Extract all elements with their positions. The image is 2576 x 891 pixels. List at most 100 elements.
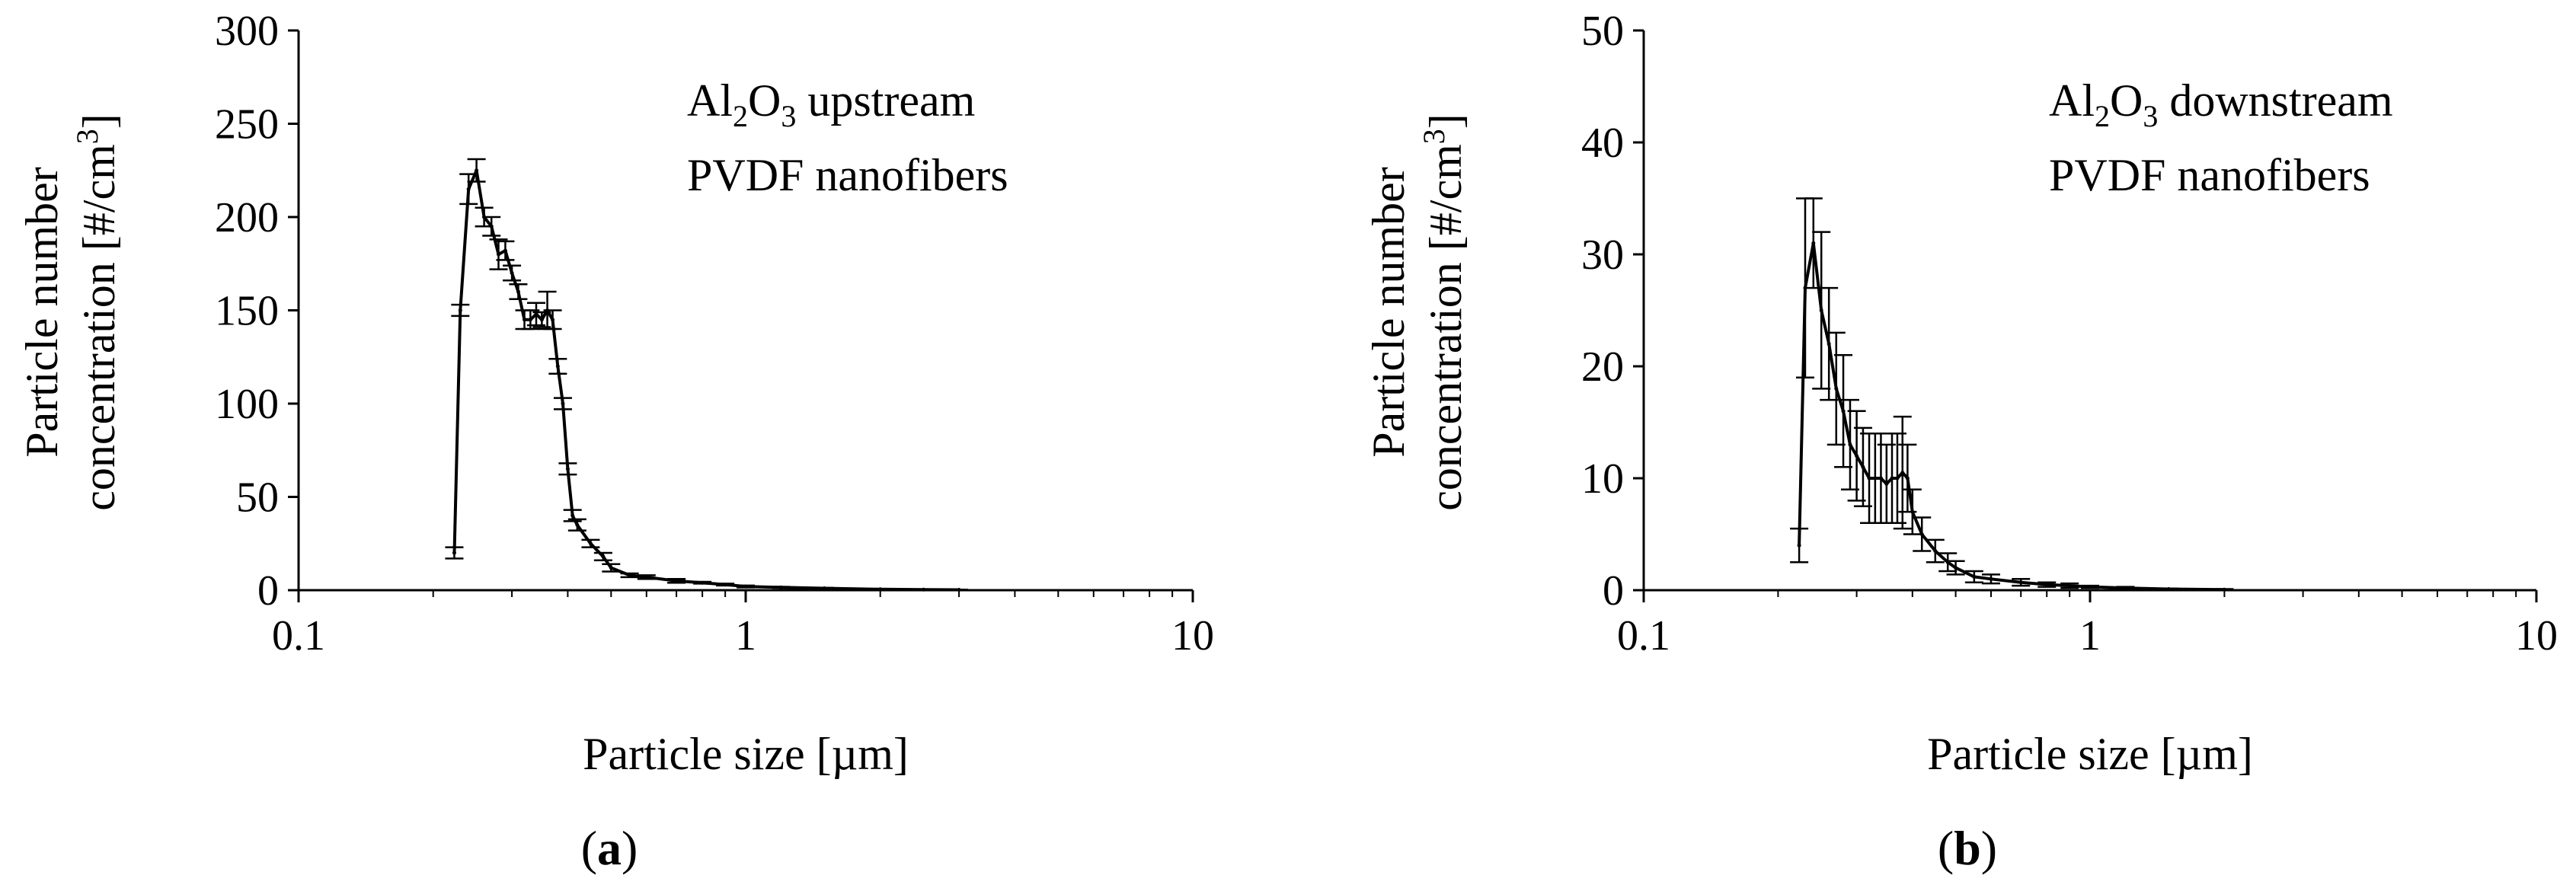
panel-b-data-point — [1933, 549, 1938, 554]
panel-b-data-point — [1827, 342, 1831, 346]
panel-b-data-point — [1819, 308, 1823, 312]
panel-b-data-point — [1834, 386, 1839, 391]
panel-a-x-tick-label: 0.1 — [272, 612, 325, 659]
panel-b-y-tick-label: 20 — [1581, 343, 1624, 391]
panel-b-plot-area — [1790, 197, 2234, 592]
panel-a-data-point — [878, 587, 883, 592]
panel-b-xlabel: Particle size [µm] — [1927, 729, 2253, 779]
panel-a-data-point — [601, 554, 606, 559]
panel-a-data-point — [700, 580, 705, 585]
panel-b-x-tick-label: 10 — [2515, 612, 2558, 659]
panel-b-y-ticks: 0 10 20 30 40 50 — [1581, 8, 1644, 615]
panel-b-data-point — [1910, 509, 1915, 514]
panel-b-data-point — [2222, 587, 2226, 592]
panel-b-label: (b) — [1938, 821, 1997, 875]
panel-b-data-point — [2088, 585, 2092, 589]
panel-a-data-point — [551, 318, 555, 322]
panel-a-series-line — [452, 168, 960, 592]
panel-a-y-tick-label: 300 — [215, 8, 279, 55]
panel-b-data-point — [1811, 241, 1816, 245]
panel-a-data-point — [475, 168, 479, 173]
panel-b-data-point — [1841, 409, 1846, 414]
panel-b-data-point — [1900, 471, 1905, 475]
panel-a-data-point — [516, 289, 520, 294]
panel-b-y-tick-label: 10 — [1581, 455, 1624, 503]
panel-b-data-point — [2067, 583, 2072, 588]
panel-a-data-point — [452, 551, 456, 555]
panel-b-data-point — [1905, 476, 1910, 481]
panel-b-annotation-line1: Al2O3 downstream — [2049, 75, 2393, 133]
panel-a-y-axis-title: Particle number concentration [#/cm3] — [17, 113, 124, 510]
panel-b-y-tick-label: 40 — [1581, 120, 1624, 167]
panel-a-ylabel-line1: Particle number — [17, 167, 67, 458]
panel-a-data-point — [496, 252, 500, 257]
panel-a-annotation-line2: PVDF nanofibers — [687, 150, 1008, 200]
panel-b-y-axis-title: Particle number concentration [#/cm3] — [1363, 113, 1471, 510]
panel-b-data-point — [1878, 476, 1883, 481]
panel-b: Particle number concentration [#/cm3] 0 1… — [1363, 8, 2558, 875]
panel-b-data-point — [1972, 574, 1977, 579]
panel-a-data-point — [565, 467, 570, 471]
panel-b-data-point — [1848, 442, 1852, 447]
panel-a-y-tick-label: 0 — [257, 567, 279, 615]
panel-b-x-tick-label: 1 — [2079, 612, 2101, 659]
panel-b-y-tick-label: 50 — [1581, 8, 1624, 55]
panel-b-data-point — [1919, 532, 1924, 536]
panel-a-data-point — [957, 588, 961, 592]
panel-b-x-tick-label: 0.1 — [1617, 612, 1670, 659]
panel-a-data-point — [609, 566, 613, 570]
panel-a-label: (a) — [581, 821, 638, 875]
panel-a-x-tick-label: 1 — [735, 612, 756, 659]
panel-b-data-point — [2044, 583, 2049, 587]
panel-a-data-point — [588, 541, 593, 546]
panel-a-data-point — [466, 187, 471, 191]
panel-a-data-point — [458, 308, 462, 312]
panel-a-data-point — [628, 573, 632, 577]
panel-b-annotation-line2: PVDF nanofibers — [2049, 150, 2370, 200]
panel-a-data-point — [743, 584, 748, 589]
panel-a-data-point — [822, 586, 826, 591]
panel-b-ylabel-line2: concentration [#/cm3] — [1417, 113, 1471, 510]
panel-a-y-tick-label: 200 — [215, 194, 279, 241]
panel-a-data-point — [778, 585, 783, 589]
panel-a-plot-area — [445, 158, 969, 592]
panel-a-data-point — [528, 318, 532, 322]
panel-b-data-point — [1855, 454, 1859, 458]
panel-b-data-point — [2166, 587, 2171, 592]
panel-a-data-point — [644, 575, 649, 580]
panel-a-data-point — [561, 401, 565, 406]
panel-b-data-point — [1884, 481, 1889, 486]
panel-b-data-point — [1797, 543, 1801, 548]
panel-b-y-tick-label: 0 — [1603, 567, 1624, 615]
panel-b-data-point — [1867, 476, 1871, 481]
panel-a-y-ticks: 0 50 100 150 200 250 300 — [215, 8, 299, 615]
panel-b-data-point — [1954, 566, 1958, 570]
panel-a-data-point — [539, 318, 544, 322]
panel-b-y-tick-label: 30 — [1581, 232, 1624, 279]
panel-a-x-tick-label: 10 — [1171, 612, 1214, 659]
panel-b-series-line — [1798, 241, 2225, 592]
panel-a-data-point — [674, 579, 679, 583]
panel-b-x-ticks: 0.1 1 10 — [1617, 590, 2558, 659]
panel-a-y-tick-label: 150 — [215, 288, 279, 335]
panel-a-data-point — [523, 318, 527, 322]
panel-b-data-point — [1890, 476, 1894, 481]
panel-a-y-tick-label: 250 — [215, 101, 279, 148]
panel-a-data-point — [555, 364, 560, 369]
panel-b-data-point — [1873, 476, 1878, 481]
panel-a-data-point — [489, 224, 494, 228]
panel-b-data-point — [1861, 465, 1865, 469]
panel-a-data-point — [723, 583, 727, 587]
panel-a-data-point — [510, 271, 514, 275]
panel-b-data-point — [2018, 580, 2023, 585]
panel-a-y-tick-label: 50 — [236, 474, 279, 522]
panel-a-x-ticks: 0.1 1 10 — [272, 590, 1214, 659]
panel-a-data-point — [503, 248, 507, 253]
panel-a-data-point — [575, 522, 580, 527]
panel-b-data-point — [1895, 476, 1900, 481]
panel-a-data-point — [570, 513, 575, 518]
panel-b-ylabel-line1: Particle number — [1363, 167, 1414, 458]
panel-a: Particle number concentration [#/cm3] 0 5… — [17, 8, 1214, 875]
panel-a-y-tick-label: 100 — [215, 381, 279, 428]
